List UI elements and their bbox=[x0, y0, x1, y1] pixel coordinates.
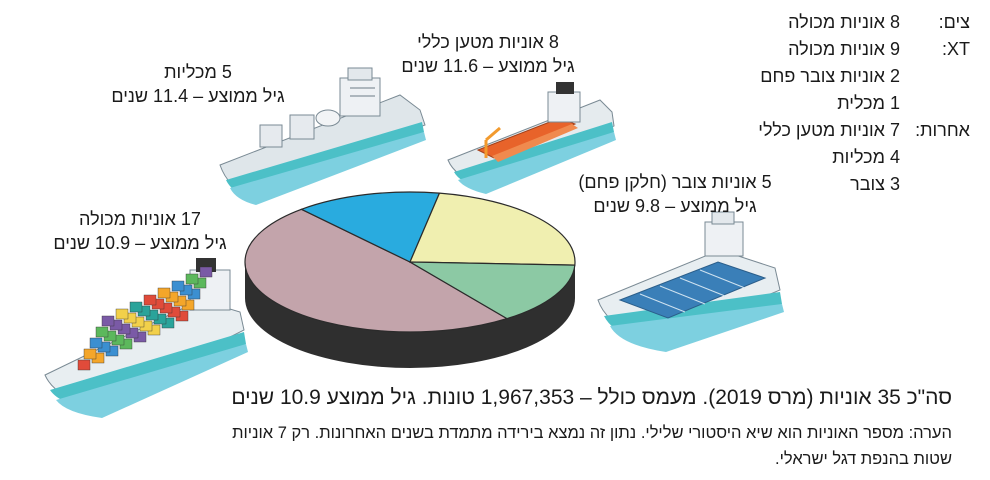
bulk-carrier-ship-icon bbox=[597, 211, 784, 352]
legend-item: 3 צובר bbox=[850, 174, 900, 194]
slice-label-line: 5 מכליות bbox=[164, 62, 232, 82]
legend-item: 2 אוניות צובר פחם bbox=[760, 66, 900, 86]
legend-item: 1 מכלית bbox=[837, 93, 900, 113]
legend-item: 9 אוניות מכולה bbox=[788, 39, 900, 59]
slice-label-line: גיל ממוצע – 11.4 שנים bbox=[111, 86, 285, 106]
legend-row: XT: bbox=[942, 37, 970, 61]
legend-row: 8 אוניות מכולה bbox=[788, 10, 900, 34]
legend-row: 4 מכליות bbox=[832, 145, 900, 169]
legend-item: 7 אוניות מטען כללי bbox=[758, 120, 900, 140]
legend-group-name: צים: bbox=[938, 12, 970, 32]
slice-label-line: גיל ממוצע – 10.9 שנים bbox=[53, 233, 227, 253]
pie-slice bbox=[409, 192, 576, 266]
legend-row: 3 צובר bbox=[850, 172, 900, 196]
slice-label-containers: 17 אוניות מכולה גיל ממוצע – 10.9 שנים bbox=[30, 207, 250, 255]
slice-label-bulk: 5 אוניות צובר (חלקן פחם) גיל ממוצע – 9.8… bbox=[560, 170, 790, 218]
legend-item: 8 אוניות מכולה bbox=[788, 12, 900, 32]
slice-label-tankers: 5 מכליות גיל ממוצע – 11.4 שנים bbox=[88, 60, 308, 108]
legend-item: 4 מכליות bbox=[832, 147, 900, 167]
pie-side-wall bbox=[245, 262, 575, 368]
legend-group-name: אחרות: bbox=[915, 120, 970, 140]
container-ship-icon bbox=[44, 258, 248, 418]
legend-group-name: XT: bbox=[941, 39, 970, 59]
general-cargo-ship-icon bbox=[447, 82, 616, 194]
tanker-ship-icon bbox=[219, 67, 426, 205]
pie-slice bbox=[299, 191, 441, 263]
slice-label-general-cargo: 8 אוניות מטען כללי גיל ממוצע – 11.6 שנים bbox=[378, 30, 598, 78]
legend-row: 7 אוניות מטען כללי bbox=[758, 118, 900, 142]
legend-row: 2 אוניות צובר פחם bbox=[760, 64, 900, 88]
legend-row: 1 מכלית bbox=[837, 91, 900, 115]
slice-label-line: גיל ממוצע – 9.8 שנים bbox=[593, 196, 757, 216]
legend-row: 9 אוניות מכולה bbox=[788, 37, 900, 61]
note-text: הערה: מספר האוניות הוא שיא היסטורי שלילי… bbox=[232, 424, 952, 468]
pie-chart bbox=[244, 191, 576, 368]
pie-slice bbox=[407, 261, 576, 320]
summary-text: סה"כ 35 אוניות (מרס 2019). מעמס כולל – 1… bbox=[231, 386, 952, 409]
container-stack-icon bbox=[77, 266, 213, 371]
legend-row: אחרות: bbox=[915, 118, 970, 142]
pie-slice bbox=[244, 208, 509, 333]
slice-label-line: 5 אוניות צובר (חלקן פחם) bbox=[578, 172, 772, 192]
fleet-legend: צים: 8 אוניות מכולה XT: 9 אוניות מכולה 2… bbox=[700, 10, 970, 210]
slice-label-line: גיל ממוצע – 11.6 שנים bbox=[401, 56, 575, 76]
slice-label-line: 17 אוניות מכולה bbox=[79, 209, 201, 229]
slice-label-line: 8 אוניות מטען כללי bbox=[417, 32, 559, 52]
